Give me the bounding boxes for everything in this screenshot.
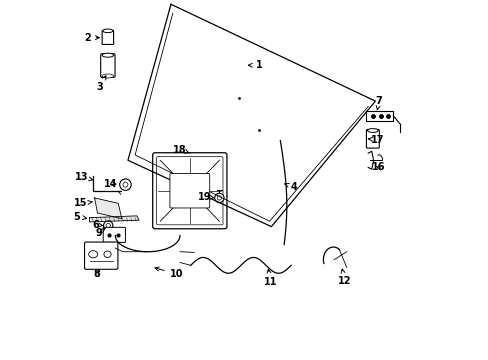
Text: 5: 5 xyxy=(74,212,86,221)
Polygon shape xyxy=(94,198,122,219)
Circle shape xyxy=(103,221,113,230)
Circle shape xyxy=(122,182,128,187)
Text: 15: 15 xyxy=(73,198,92,208)
Ellipse shape xyxy=(102,29,113,33)
FancyBboxPatch shape xyxy=(101,54,115,77)
Circle shape xyxy=(120,179,131,190)
FancyBboxPatch shape xyxy=(102,31,113,44)
Ellipse shape xyxy=(367,129,378,132)
Text: 8: 8 xyxy=(93,269,100,279)
Text: 19: 19 xyxy=(198,192,214,202)
Text: 9: 9 xyxy=(95,228,105,238)
FancyBboxPatch shape xyxy=(366,130,379,148)
Text: 14: 14 xyxy=(104,179,118,189)
Ellipse shape xyxy=(88,251,98,258)
Text: 18: 18 xyxy=(173,144,189,154)
FancyBboxPatch shape xyxy=(152,153,226,229)
Circle shape xyxy=(214,193,224,203)
Text: 13: 13 xyxy=(75,172,93,182)
Text: 2: 2 xyxy=(84,33,99,42)
Text: 4: 4 xyxy=(284,182,297,192)
Text: 6: 6 xyxy=(92,220,102,230)
Text: 12: 12 xyxy=(338,269,351,286)
Circle shape xyxy=(217,196,221,200)
Text: 17: 17 xyxy=(367,135,384,145)
Text: 16: 16 xyxy=(371,162,385,172)
Text: 1: 1 xyxy=(248,60,262,70)
FancyBboxPatch shape xyxy=(169,174,209,208)
Text: 7: 7 xyxy=(375,96,382,110)
Text: 10: 10 xyxy=(155,267,183,279)
Text: 11: 11 xyxy=(263,269,277,287)
Circle shape xyxy=(106,224,110,228)
Ellipse shape xyxy=(104,251,111,257)
FancyBboxPatch shape xyxy=(103,227,125,242)
Polygon shape xyxy=(89,216,139,222)
FancyBboxPatch shape xyxy=(84,242,118,269)
Ellipse shape xyxy=(102,74,113,78)
Text: 3: 3 xyxy=(96,76,106,93)
Ellipse shape xyxy=(102,53,113,57)
